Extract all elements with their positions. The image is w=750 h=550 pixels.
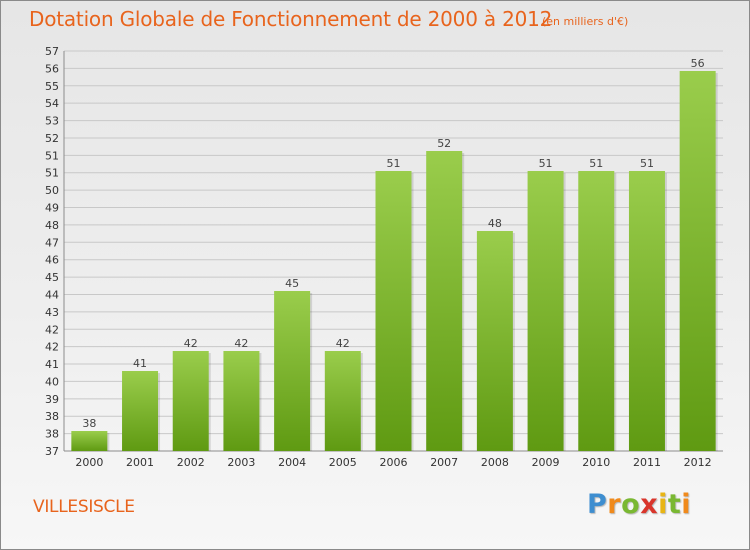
data-label: 51 [539,157,553,170]
y-tick-label: 38 [45,410,59,423]
commune-name: VILLESISCLE [33,497,135,517]
chart-title: Dotation Globale de Fonctionnement de 20… [29,7,553,31]
y-tick-label: 51 [45,167,59,180]
bar [578,171,615,451]
x-tick-label: 2001 [126,456,154,469]
bar [223,351,260,451]
y-tick-label: 47 [45,236,59,249]
y-tick-label: 46 [45,254,59,267]
data-label: 52 [437,137,451,150]
y-tick-label: 50 [45,184,59,197]
x-tick-label: 2000 [75,456,103,469]
y-tick-label: 53 [45,115,59,128]
data-label: 42 [184,337,198,350]
logo-letter: i [658,489,668,520]
y-tick-label: 52 [45,132,59,145]
y-tick-label: 56 [45,62,59,75]
y-tick-label: 45 [45,271,59,284]
bar [122,371,159,451]
bar [324,351,361,451]
y-tick-label: 40 [45,375,59,388]
proxiti-logo[interactable]: Proxiti [587,489,691,520]
x-tick-label: 2003 [227,456,255,469]
y-tick-label: 51 [45,149,59,162]
x-tick-label: 2011 [633,456,661,469]
y-tick-label: 44 [45,288,59,301]
y-tick-label: 55 [45,80,59,93]
x-tick-label: 2002 [177,456,205,469]
y-axis-ticks: 37 38 38 39 40 41 42 42 43 44 45 46 47 48 49 50 51 51 52 53… [45,45,59,458]
y-tick-label: 39 [45,393,59,406]
y-tick-label: 42 [45,323,59,336]
x-tick-label: 2007 [430,456,458,469]
data-label: 51 [589,157,603,170]
bar [679,71,716,451]
y-tick-label: 57 [45,45,59,58]
logo-letter: r [607,489,622,520]
y-tick-label: 54 [45,97,59,110]
data-label: 48 [488,217,502,230]
x-tick-label: 2008 [481,456,509,469]
data-label: 51 [387,157,401,170]
x-tick-label: 2004 [278,456,306,469]
data-label: 51 [640,157,654,170]
x-tick-label: 2006 [380,456,408,469]
bars [71,71,718,451]
data-label: 42 [336,337,350,350]
x-tick-label: 2010 [582,456,610,469]
logo-letter: P [587,489,608,520]
y-tick-label: 41 [45,358,59,371]
data-label: 56 [691,57,705,70]
bar [71,431,108,451]
y-tick-label: 43 [45,306,59,319]
y-tick-label: 48 [45,219,59,232]
bar [628,171,665,451]
x-tick-label: 2009 [532,456,560,469]
logo-letter: x [640,489,659,520]
y-tick-label: 37 [45,445,59,458]
y-tick-label: 42 [45,341,59,354]
data-label: 38 [82,417,96,430]
data-labels: 38 41 42 42 45 42 51 52 48 51 51 51 56 [82,57,704,430]
x-tick-label: 2005 [329,456,357,469]
data-label: 41 [133,357,147,370]
bar [426,151,463,451]
data-label: 45 [285,277,299,290]
chart-subtitle: (en milliers d'€) [542,15,629,28]
data-label: 42 [234,337,248,350]
logo-letter: t [667,489,682,520]
logo-letter: o [621,489,641,520]
bar [375,171,412,451]
bar [527,171,564,451]
y-tick-label: 38 [45,428,59,441]
bar [476,231,513,451]
x-tick-label: 2012 [684,456,712,469]
bar [274,291,311,451]
y-tick-label: 49 [45,202,59,215]
logo-letter: i [681,489,692,520]
x-axis-ticks: 2000 2001 2002 2003 2004 2005 2006 2007 2008 2009… [75,456,711,469]
bar [172,351,209,451]
